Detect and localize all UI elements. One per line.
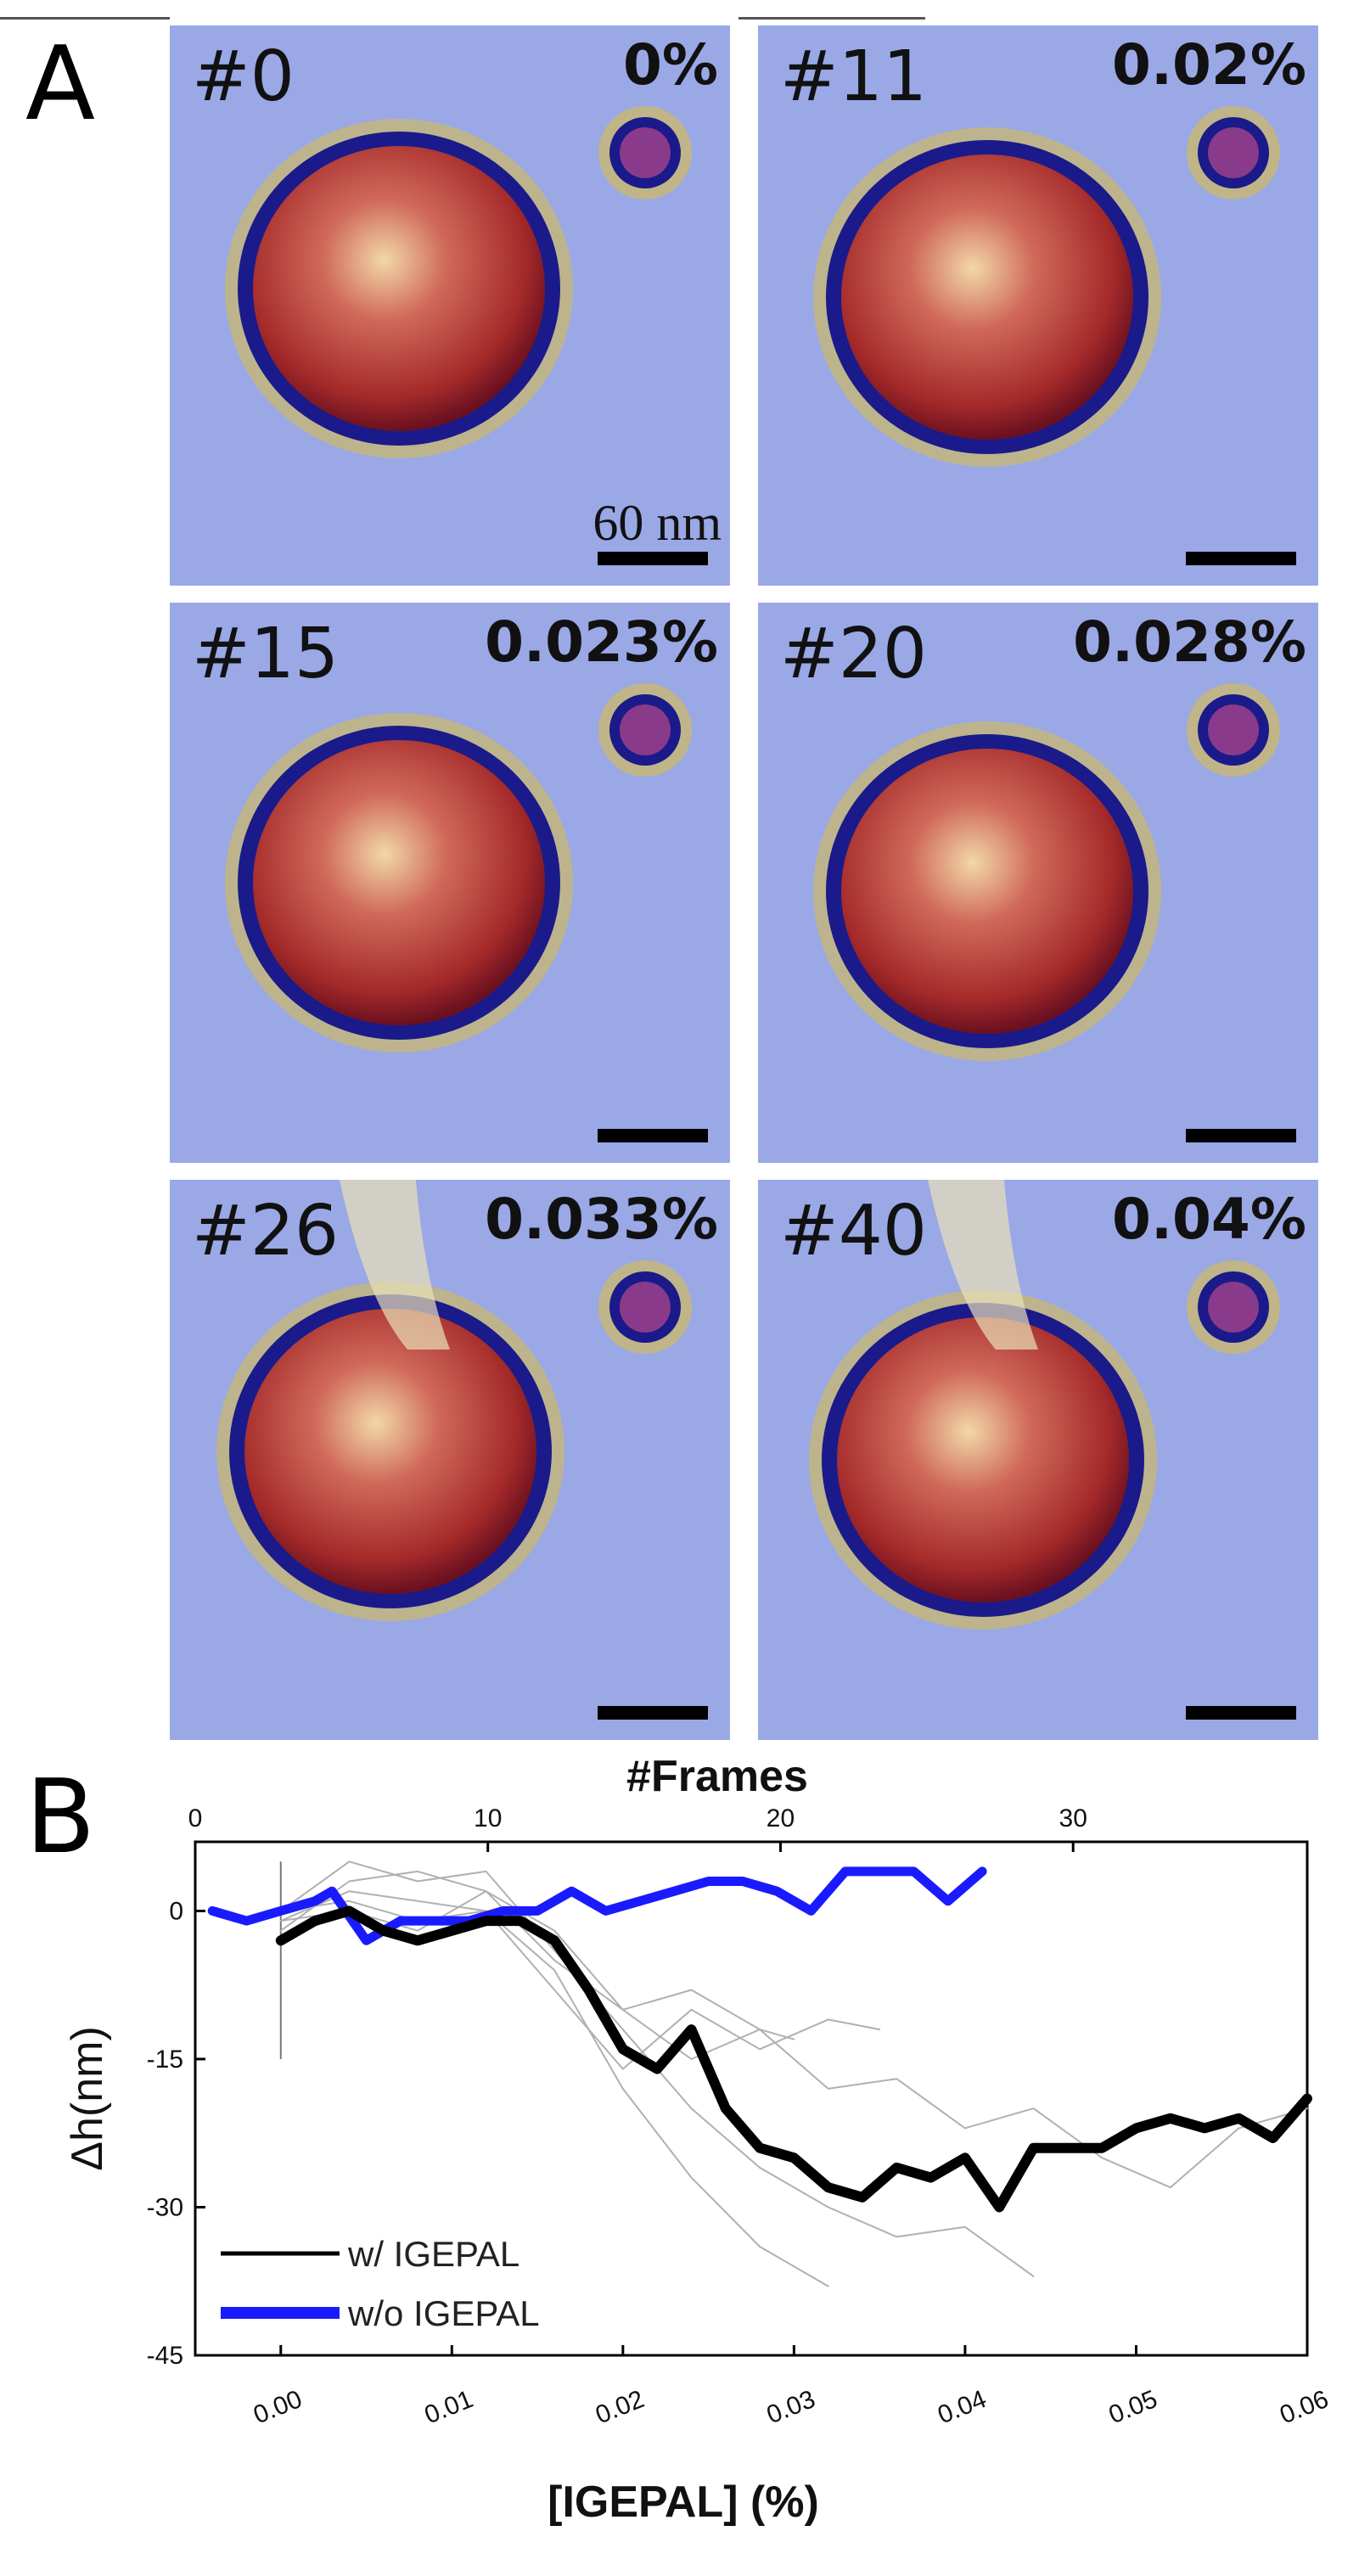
x-tick-label: 0.02 bbox=[592, 2385, 649, 2429]
x2-tick-label: 10 bbox=[474, 1804, 502, 1832]
scale-bar bbox=[598, 552, 708, 565]
concentration-label: 0.033% bbox=[485, 1187, 718, 1252]
legend-label: w/ IGEPAL bbox=[347, 2234, 519, 2274]
frame-number-label: #0 bbox=[192, 36, 295, 117]
x2-tick-label: 20 bbox=[767, 1804, 795, 1832]
scale-bar bbox=[598, 1129, 708, 1142]
x-tick-label: 0.06 bbox=[1276, 2385, 1333, 2429]
legend-label: w/o IGEPAL bbox=[347, 2293, 540, 2333]
panel-a-letter: A bbox=[25, 25, 96, 143]
divider bbox=[738, 17, 925, 20]
x-tick-label: 0.03 bbox=[763, 2385, 820, 2429]
afm-frame-tile: #0 0% 60 nm bbox=[170, 25, 730, 586]
y-axis-title: Δh(nm) bbox=[63, 2026, 112, 2171]
y-tick-label: -30 bbox=[147, 2193, 183, 2221]
x2-tick-label: 30 bbox=[1059, 1804, 1087, 1832]
frame-number-label: #20 bbox=[780, 614, 928, 694]
x-tick-label: 0.00 bbox=[250, 2385, 306, 2429]
scale-bar bbox=[1186, 1129, 1296, 1142]
concentration-label: 0.023% bbox=[485, 609, 718, 675]
height-change-chart: #Frames 0 10 20 30 0.00 0.01 0.02 0.03 0.04 0.05 0.… bbox=[63, 1757, 1333, 2527]
afm-image bbox=[758, 603, 1318, 1163]
x-tick-label: 0.04 bbox=[934, 2385, 991, 2429]
afm-frame-tile: #11 0.02% bbox=[758, 25, 1318, 586]
afm-image bbox=[170, 25, 730, 586]
afm-frame-tile: #15 0.023% bbox=[170, 603, 730, 1163]
x2-axis-title: #Frames bbox=[626, 1757, 808, 1801]
x-axis-title: [IGEPAL] (%) bbox=[548, 2478, 819, 2527]
x2-tick-label: 0 bbox=[188, 1804, 203, 1832]
afm-image bbox=[170, 1180, 730, 1740]
series-line bbox=[275, 1905, 1312, 2213]
concentration-label: 0.02% bbox=[1112, 32, 1306, 98]
x-tick-label: 0.01 bbox=[420, 2385, 477, 2429]
y-tick-label: -15 bbox=[147, 2046, 183, 2074]
scale-bar bbox=[1186, 552, 1296, 565]
afm-frame-tile: #26 0.033% bbox=[170, 1180, 730, 1740]
scale-bar bbox=[598, 1706, 708, 1720]
divider bbox=[0, 17, 170, 20]
x-tick-label: 0.05 bbox=[1105, 2385, 1162, 2429]
afm-frame-tile: #20 0.028% bbox=[758, 603, 1318, 1163]
replicate-series-line bbox=[279, 1890, 795, 2040]
concentration-label: 0% bbox=[622, 32, 718, 98]
replicate-series-line bbox=[279, 1890, 829, 2287]
replicate-series-line bbox=[279, 1900, 881, 2070]
frame-number-label: #26 bbox=[192, 1191, 340, 1271]
series-line bbox=[207, 1866, 987, 1945]
frame-number-label: #11 bbox=[780, 36, 928, 117]
replicate-series-line bbox=[279, 1870, 1308, 2189]
afm-image bbox=[170, 603, 730, 1163]
afm-image bbox=[758, 25, 1318, 586]
frame-number-label: #15 bbox=[192, 614, 340, 694]
afm-frame-tile: #40 0.04% bbox=[758, 1180, 1318, 1740]
panel-b-letter: B bbox=[25, 1759, 96, 1877]
afm-image bbox=[758, 1180, 1318, 1740]
concentration-label: 0.028% bbox=[1073, 609, 1306, 675]
y-tick-label: 0 bbox=[169, 1897, 183, 1925]
scale-bar-label: 60 nm bbox=[592, 495, 722, 551]
scale-bar bbox=[1186, 1706, 1296, 1720]
y-tick-label: -45 bbox=[147, 2342, 183, 2370]
concentration-label: 0.04% bbox=[1112, 1187, 1306, 1252]
frame-number-label: #40 bbox=[780, 1191, 928, 1271]
